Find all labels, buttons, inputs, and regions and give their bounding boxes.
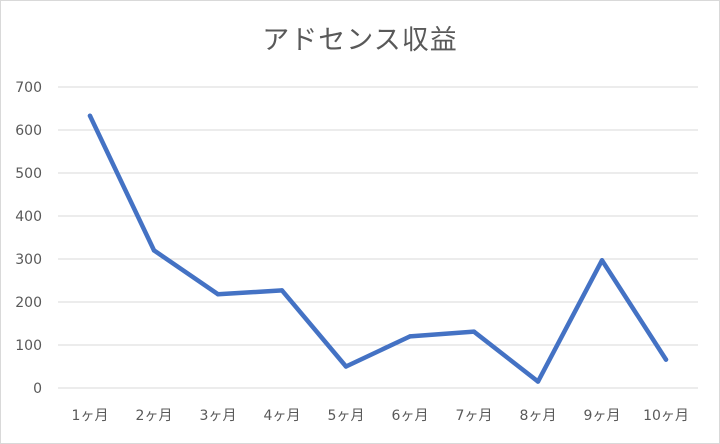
x-tick-label: 5ヶ月	[328, 408, 365, 424]
y-tick-label: 400	[15, 209, 42, 225]
y-tick-label: 300	[15, 252, 42, 268]
data-point	[87, 113, 93, 119]
x-tick-label: 6ヶ月	[392, 408, 429, 424]
data-point	[663, 357, 669, 362]
x-tick-label: 7ヶ月	[456, 408, 493, 424]
x-tick-label: 10ヶ月	[643, 408, 689, 424]
y-tick-label: 600	[15, 123, 42, 139]
x-tick-label: 1ヶ月	[72, 408, 109, 424]
gridlines	[58, 86, 698, 389]
data-point	[599, 258, 605, 263]
x-tick-label: 4ヶ月	[264, 408, 301, 424]
data-point	[535, 379, 541, 384]
y-tick-label: 200	[15, 295, 42, 311]
series-layer	[87, 113, 669, 384]
data-point	[471, 329, 477, 334]
x-tick-label: 8ヶ月	[520, 408, 557, 424]
y-tick-label: 0	[33, 381, 42, 397]
x-axis-tick-labels: 1ヶ月 2ヶ月 3ヶ月 4ヶ月 5ヶ月 6ヶ月 7ヶ月 8ヶ月 9ヶ月 10ヶ月	[72, 408, 689, 424]
y-tick-label: 700	[15, 80, 42, 96]
chart-title: アドセンス収益	[262, 25, 458, 56]
data-point	[279, 288, 285, 293]
data-point	[151, 248, 157, 253]
series-line	[87, 113, 669, 384]
x-tick-label: 3ヶ月	[200, 408, 237, 424]
data-point	[215, 292, 221, 297]
y-axis-tick-labels: 0 100 200 300 400 500 600 700	[15, 80, 42, 397]
data-point	[343, 364, 349, 369]
y-tick-label: 100	[15, 338, 42, 354]
x-tick-label: 9ヶ月	[584, 408, 621, 424]
x-tick-label: 2ヶ月	[136, 408, 173, 424]
data-point	[407, 334, 413, 339]
y-tick-label: 500	[15, 166, 42, 182]
